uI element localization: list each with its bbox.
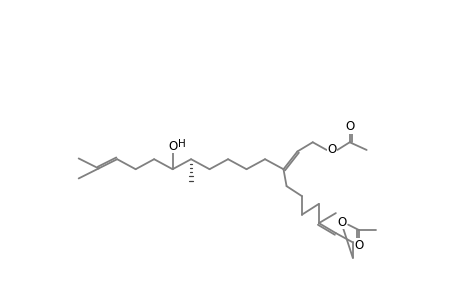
Text: H: H — [178, 139, 185, 149]
Text: O: O — [336, 216, 346, 229]
Text: O: O — [353, 239, 363, 252]
Text: O: O — [327, 143, 336, 157]
Text: O: O — [344, 120, 353, 134]
Text: O: O — [168, 140, 177, 153]
